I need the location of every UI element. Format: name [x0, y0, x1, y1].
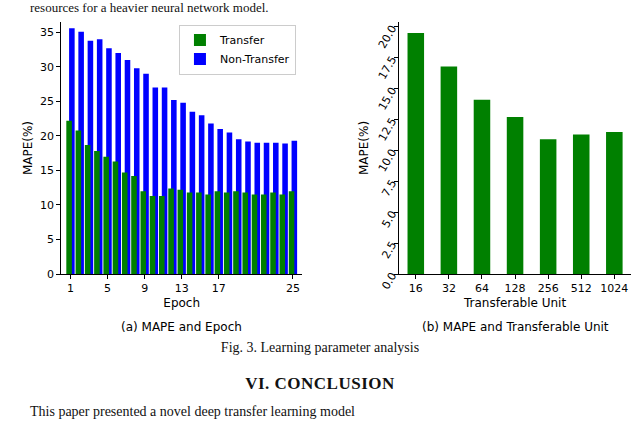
- svg-text:512: 512: [571, 282, 592, 295]
- svg-text:17: 17: [212, 282, 226, 295]
- html-text:Fig. 3. Learning parameter ana: Fig. 3. Learning parameter analysis: [220, 340, 420, 355]
- svg-text:Transfer: Transfer: [219, 34, 265, 47]
- svg-text:MAPE(%): MAPE(%): [357, 121, 371, 175]
- svg-text:2.5: 2.5: [379, 239, 399, 261]
- svg-text:(b) MAPE and Transferable Unit: (b) MAPE and Transferable Unit: [422, 320, 609, 334]
- svg-text:10: 10: [40, 199, 54, 212]
- html-text:This paper presented a novel d: This paper presented a novel deep transf…: [30, 404, 355, 419]
- svg-text:5: 5: [104, 282, 111, 295]
- svg-text:0.0: 0.0: [379, 270, 399, 292]
- svg-text:32: 32: [442, 282, 456, 295]
- svg-text:1: 1: [67, 282, 74, 295]
- html-text:VI. CONCLUSION: VI. CONCLUSION: [245, 374, 395, 393]
- svg-text:20.0: 20.0: [376, 23, 400, 51]
- svg-text:5.0: 5.0: [379, 208, 399, 230]
- svg-text:9: 9: [141, 282, 148, 295]
- svg-text:MAPE(%): MAPE(%): [21, 121, 35, 175]
- svg-text:25: 25: [286, 282, 300, 295]
- svg-text:1024: 1024: [600, 282, 628, 295]
- svg-text:12.5: 12.5: [376, 116, 400, 144]
- svg-text:16: 16: [409, 282, 423, 295]
- svg-text:13: 13: [175, 282, 189, 295]
- svg-text:64: 64: [475, 282, 489, 295]
- svg-text:30: 30: [40, 61, 54, 74]
- svg-text:15: 15: [40, 164, 54, 177]
- svg-text:17.5: 17.5: [376, 54, 400, 82]
- svg-text:20: 20: [40, 130, 54, 143]
- svg-text:0: 0: [47, 268, 54, 281]
- svg-text:Epoch: Epoch: [163, 296, 200, 310]
- svg-text:5: 5: [47, 233, 54, 246]
- svg-text:25: 25: [40, 95, 54, 108]
- svg-text:10.0: 10.0: [376, 147, 400, 175]
- svg-text:Non-Transfer: Non-Transfer: [220, 53, 290, 66]
- svg-text:128: 128: [505, 282, 526, 295]
- svg-text:Transferable Unit: Transferable Unit: [463, 296, 566, 310]
- svg-text:(a) MAPE and Epoch: (a) MAPE and Epoch: [121, 320, 242, 334]
- svg-text:7.5: 7.5: [379, 177, 399, 199]
- svg-text:35: 35: [40, 26, 54, 39]
- svg-text:256: 256: [538, 282, 559, 295]
- svg-text:15.0: 15.0: [376, 85, 400, 113]
- html-text:resources for a heavier neural: resources for a heavier neural network m…: [30, 0, 269, 15]
